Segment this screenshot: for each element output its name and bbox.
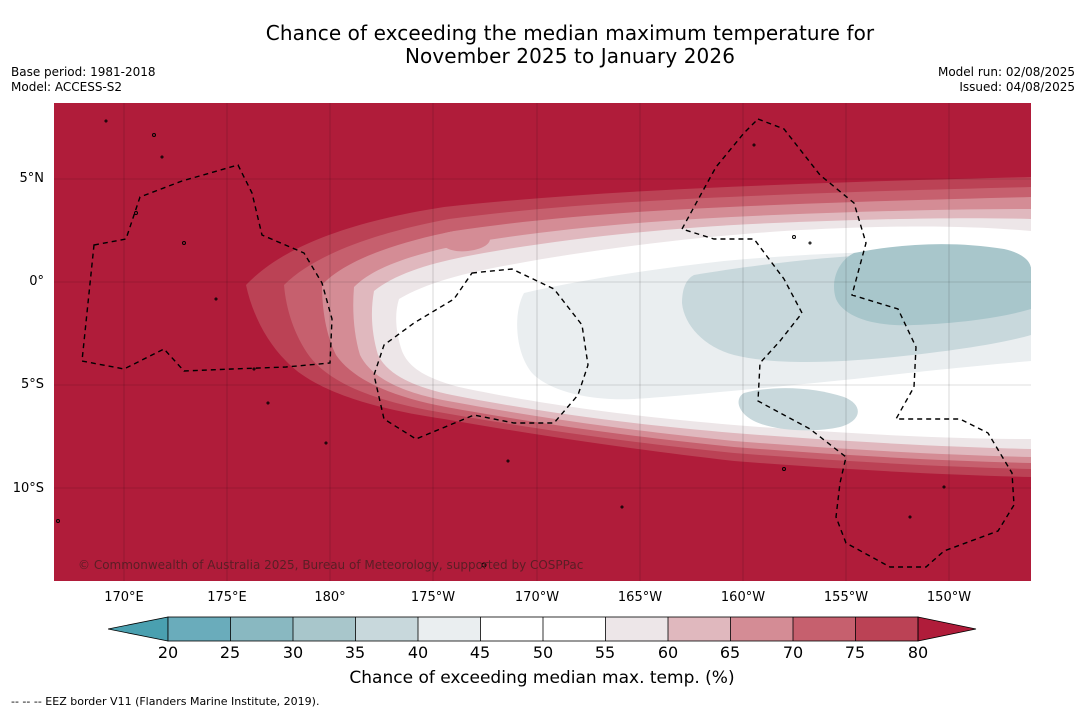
eez-footnote: -- -- -- EEZ border V11 (Flanders Marine… bbox=[11, 695, 320, 708]
lon-label-150w: 150°W bbox=[926, 590, 972, 605]
lat-label-10s: 10°S bbox=[12, 481, 44, 496]
model-name: Model: ACCESS-S2 bbox=[11, 80, 123, 94]
meta-left: Base period: 1981-2018 Model: ACCESS-S2 bbox=[11, 65, 156, 95]
colorbar-bin-40-45 bbox=[418, 617, 481, 641]
colorbar-tick-25: 25 bbox=[219, 643, 241, 662]
issued-date: Issued: 04/08/2025 bbox=[959, 80, 1075, 94]
colorbar-tick-60: 60 bbox=[657, 643, 679, 662]
copyright-notice: © Commonwealth of Australia 2025, Bureau… bbox=[78, 558, 584, 572]
eez-border-east bbox=[680, 118, 1015, 568]
lon-label-180: 180° bbox=[314, 590, 346, 605]
lat-label-5s: 5°S bbox=[20, 377, 44, 392]
colorbar-bin-25-30 bbox=[230, 617, 293, 641]
colorbar-swatches bbox=[107, 616, 977, 642]
contour-light-blob bbox=[738, 388, 858, 431]
probability-map bbox=[54, 103, 1031, 581]
colorbar-bin-35-40 bbox=[355, 617, 418, 641]
lon-label-165w: 165°W bbox=[617, 590, 663, 605]
colorbar-tick-20: 20 bbox=[157, 643, 179, 662]
map-panel bbox=[54, 103, 1031, 581]
model-run: Model run: 02/08/2025 bbox=[937, 65, 1075, 79]
title-line-2: November 2025 to January 2026 bbox=[404, 44, 736, 68]
lat-label-0: 0° bbox=[29, 274, 44, 289]
colorbar-bin-50-55 bbox=[543, 617, 606, 641]
colorbar-bin-45-50 bbox=[480, 617, 543, 641]
eez-border-center bbox=[373, 268, 589, 440]
colorbar bbox=[107, 616, 978, 642]
colorbar-tick-55: 55 bbox=[594, 643, 616, 662]
lon-label-170e: 170°E bbox=[104, 590, 144, 605]
colorbar-tick-30: 30 bbox=[282, 643, 304, 662]
chart-title: Chance of exceeding the median maximum t… bbox=[0, 22, 1085, 68]
lat-label-5n: 5°N bbox=[19, 171, 45, 186]
contour-30 bbox=[834, 244, 1031, 326]
colorbar-bin-20-25 bbox=[168, 617, 231, 641]
colorbar-bin-65-70 bbox=[730, 617, 793, 641]
colorbar-tick-65: 65 bbox=[719, 643, 741, 662]
colorbar-tick-50: 50 bbox=[532, 643, 554, 662]
base-period: Base period: 1981-2018 bbox=[11, 65, 156, 79]
lon-label-155w: 155°W bbox=[823, 590, 869, 605]
colorbar-tick-45: 45 bbox=[469, 643, 491, 662]
title-line-1: Chance of exceeding the median maximum t… bbox=[265, 21, 875, 45]
gridlines bbox=[54, 103, 1031, 581]
lon-label-175w: 175°W bbox=[410, 590, 456, 605]
colorbar-tick-40: 40 bbox=[407, 643, 429, 662]
lon-label-160w: 160°W bbox=[720, 590, 766, 605]
colorbar-bin-60-65 bbox=[668, 617, 731, 641]
eez-border-west bbox=[81, 164, 333, 372]
colorbar-bin-55-60 bbox=[605, 617, 668, 641]
contour-dark-blob bbox=[438, 230, 490, 252]
eez-borders bbox=[81, 118, 1015, 568]
colorbar-tick-75: 75 bbox=[844, 643, 866, 662]
colorbar-tick-35: 35 bbox=[344, 643, 366, 662]
colorbar-arrow-low bbox=[107, 616, 169, 642]
colorbar-arrow-high bbox=[917, 616, 977, 642]
lon-label-170w: 170°W bbox=[514, 590, 560, 605]
colorbar-tick-80: 80 bbox=[907, 643, 929, 662]
colorbar-label: Chance of exceeding median max. temp. (%… bbox=[349, 668, 735, 688]
lon-label-175e: 175°E bbox=[207, 590, 247, 605]
colorbar-bin-75-80 bbox=[855, 617, 918, 641]
islands bbox=[56, 119, 946, 568]
colorbar-tick-70: 70 bbox=[782, 643, 804, 662]
colorbar-bin-70-75 bbox=[793, 617, 856, 641]
colorbar-bin-30-35 bbox=[293, 617, 356, 641]
meta-right: Model run: 02/08/2025 Issued: 04/08/2025 bbox=[938, 65, 1075, 95]
